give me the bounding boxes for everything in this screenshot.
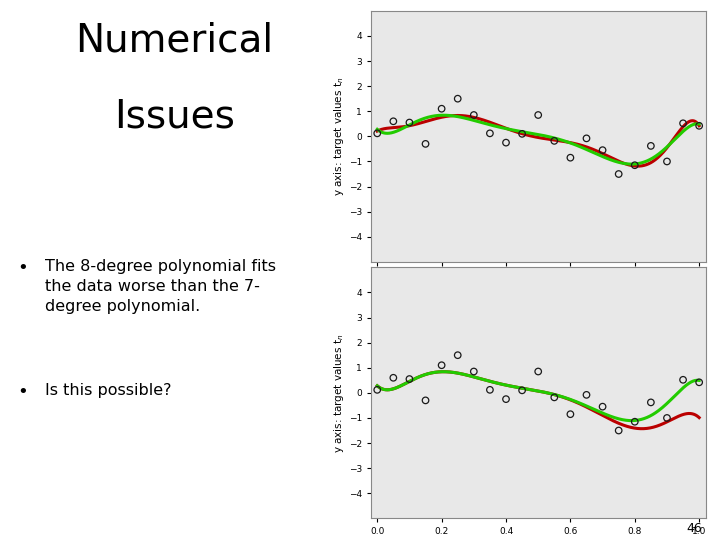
Text: Numerical: Numerical [76,22,274,59]
Point [613,170,624,178]
Point [516,130,528,138]
Point [404,375,415,383]
Point [484,129,495,138]
Point [661,414,672,422]
Point [420,396,431,404]
Point [597,402,608,411]
Point [645,398,657,407]
Text: •: • [17,383,28,401]
Y-axis label: y axis: target values t$_n$: y axis: target values t$_n$ [332,77,346,196]
X-axis label: x axis: input values x$_n$: x axis: input values x$_n$ [480,283,596,296]
Point [516,386,528,395]
Point [372,129,383,138]
Point [533,367,544,376]
Text: •: • [17,259,28,277]
Text: Is this possible?: Is this possible? [45,383,172,399]
Point [452,351,464,360]
Point [597,146,608,154]
Point [549,137,560,145]
Point [387,374,399,382]
Text: Issues: Issues [114,97,235,135]
Point [484,386,495,394]
Point [645,141,657,150]
Point [629,161,641,170]
Point [533,111,544,119]
Point [436,361,447,369]
Point [564,153,576,162]
Point [436,104,447,113]
Y-axis label: y axis: target values t$_n$: y axis: target values t$_n$ [332,333,346,453]
Point [693,378,705,387]
Point [452,94,464,103]
Text: 46: 46 [686,522,702,535]
Point [500,138,512,147]
Point [468,367,480,376]
Point [420,139,431,148]
Point [468,111,480,119]
Point [500,395,512,403]
Point [372,386,383,394]
Point [629,417,641,426]
Point [387,117,399,126]
Point [661,157,672,166]
X-axis label: x axis: input values x$_n$: x axis: input values x$_n$ [480,539,596,540]
Point [613,426,624,435]
Point [693,122,705,130]
Point [678,119,689,127]
Point [678,375,689,384]
Text: The 8-degree polynomial fits
the data worse than the 7-
degree polynomial.: The 8-degree polynomial fits the data wo… [45,259,276,314]
Point [581,390,593,399]
Point [549,393,560,402]
Point [564,410,576,418]
Point [404,118,415,127]
Point [581,134,593,143]
